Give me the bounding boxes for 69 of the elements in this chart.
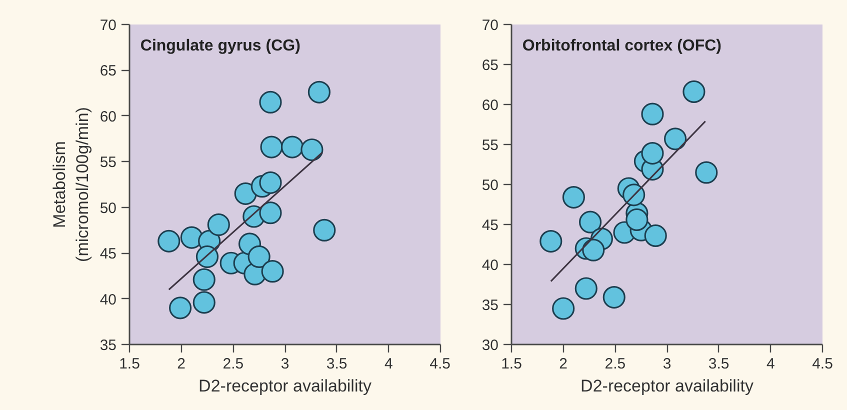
x-tick-label: 1.5: [501, 356, 522, 372]
point: [260, 136, 283, 158]
x-tick-label: 2.5: [222, 356, 244, 372]
point: [180, 226, 203, 249]
point: [192, 291, 216, 314]
x-tick-label: 3.5: [326, 356, 348, 372]
x-tick-label: 2.5: [604, 356, 626, 372]
point: [168, 296, 192, 320]
y-tick-label: 35: [482, 297, 499, 314]
x-tick-label: 3: [662, 356, 672, 372]
x-tick-label: 4.5: [430, 356, 451, 372]
point: [664, 128, 687, 150]
x-tick-label: 4.5: [812, 356, 833, 372]
y-tick-label: 55: [100, 154, 117, 172]
point: [259, 171, 282, 194]
y-tick-label: 40: [100, 291, 117, 308]
point: [248, 245, 270, 268]
point: [313, 218, 336, 242]
y-tick-label: 60: [100, 108, 117, 126]
y-tick-label: 50: [482, 177, 499, 194]
y-tick-label: 50: [100, 200, 117, 217]
y-tick-label: 45: [100, 246, 117, 263]
point: [158, 230, 180, 252]
point: [280, 136, 304, 158]
point: [682, 80, 706, 103]
x-tick-label: 2: [177, 356, 186, 372]
y-tick-label: 70: [100, 17, 117, 34]
point: [641, 102, 664, 126]
point: [641, 142, 664, 165]
y-tick-label: 35: [100, 337, 117, 354]
y-tick-label: 65: [100, 62, 117, 80]
point: [234, 182, 257, 205]
point: [192, 268, 216, 291]
x-tick-label: 3.5: [708, 356, 730, 372]
point: [574, 277, 598, 300]
point: [300, 138, 324, 162]
x-tick-label: 2: [559, 356, 568, 372]
point: [582, 238, 605, 262]
text: Cingulate gyrus (CG): [140, 37, 300, 54]
y-tick-label: 60: [482, 97, 499, 114]
point: [259, 202, 282, 224]
y-tick-label: 40: [482, 257, 499, 274]
y-tick-label: 55: [482, 137, 499, 154]
y-tick-label: 30: [482, 337, 499, 354]
y-tick-label: 65: [482, 57, 499, 74]
point: [578, 210, 602, 234]
text: Orbitofrontal cortex (OFC): [522, 37, 722, 54]
point: [622, 184, 646, 206]
point: [540, 230, 562, 253]
x-tick-label: 4: [766, 356, 775, 372]
point: [261, 260, 284, 283]
x-axis-title: D2-receptor availability: [198, 376, 372, 396]
point: [552, 297, 575, 320]
x-tick-label: 3: [280, 356, 290, 372]
point: [259, 90, 282, 114]
point: [644, 224, 667, 247]
point: [562, 186, 585, 209]
point: [626, 208, 648, 231]
point: [196, 245, 219, 268]
y-tick-label: 70: [482, 17, 499, 34]
y-tick-label: 45: [482, 217, 499, 234]
x-tick-label: 1.5: [119, 356, 140, 372]
point: [695, 161, 718, 184]
y-axis-title: Metabolism (micromol/100g/min): [50, 107, 92, 262]
x-tick-label: 4: [384, 356, 393, 372]
point: [308, 80, 331, 104]
x-axis-title: D2-receptor availability: [580, 376, 754, 396]
point: [602, 286, 626, 309]
point: [207, 213, 230, 236]
